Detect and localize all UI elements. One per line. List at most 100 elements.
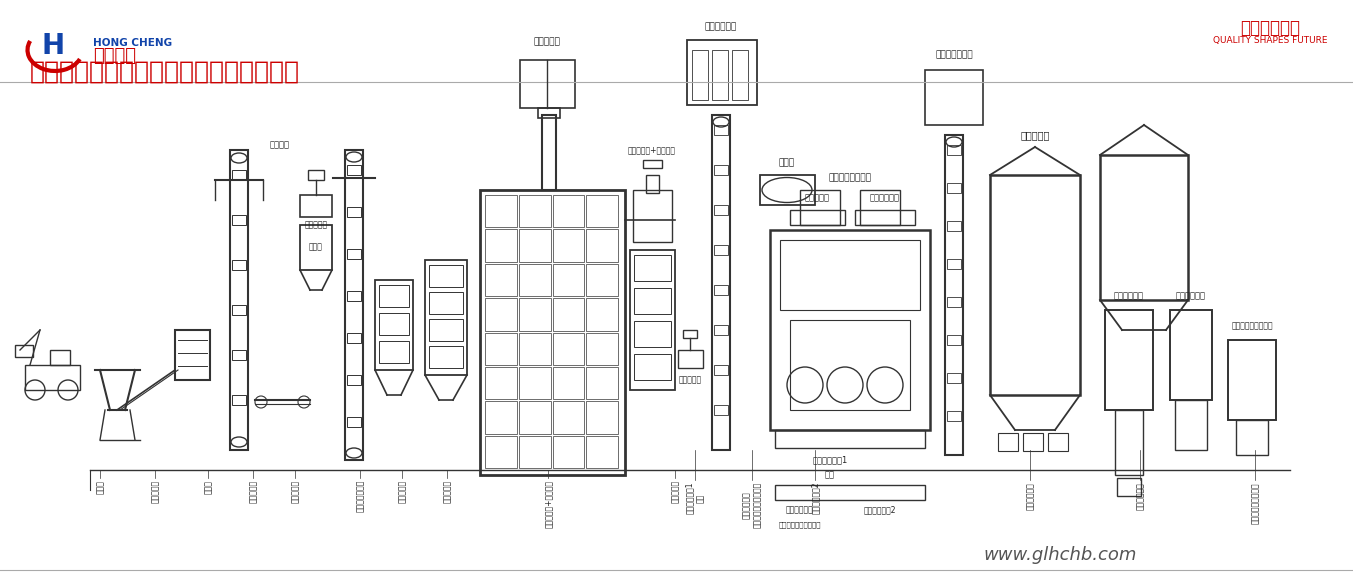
Bar <box>1105 310 1153 410</box>
Bar <box>947 297 961 307</box>
Bar <box>346 333 361 343</box>
Text: 振动给料机: 振动给料机 <box>150 480 160 503</box>
Bar <box>518 402 551 434</box>
Bar <box>1229 340 1276 420</box>
Bar <box>714 245 728 255</box>
Bar <box>633 190 672 242</box>
Bar <box>861 190 900 225</box>
Bar <box>947 145 961 155</box>
Text: 选粉成品螺装2: 选粉成品螺装2 <box>863 505 896 514</box>
Text: 破碎机: 破碎机 <box>203 480 212 494</box>
Text: 桂林鸿程: 桂林鸿程 <box>93 47 137 65</box>
Text: 半成品提升机: 半成品提升机 <box>705 22 737 32</box>
Text: 成品包装螺旋: 成品包装螺旋 <box>1026 482 1035 510</box>
Bar <box>429 292 463 314</box>
Bar <box>775 430 925 448</box>
Bar <box>231 395 246 405</box>
Text: H: H <box>42 32 65 60</box>
Bar <box>691 50 708 100</box>
Bar <box>925 70 984 125</box>
Bar <box>944 135 963 455</box>
Bar <box>770 230 930 430</box>
Bar <box>586 298 618 330</box>
Bar <box>518 436 551 468</box>
Bar <box>346 375 361 385</box>
Bar <box>947 411 961 421</box>
Bar <box>379 313 409 335</box>
Bar <box>947 183 961 193</box>
Bar <box>714 365 728 375</box>
Text: 储料斗: 储料斗 <box>96 480 104 494</box>
Bar <box>518 367 551 399</box>
Bar <box>230 150 248 450</box>
Bar <box>1115 410 1143 475</box>
Bar <box>15 345 32 357</box>
Bar <box>714 405 728 415</box>
Bar <box>346 165 361 175</box>
Bar <box>484 367 517 399</box>
Text: 成品小袋包装: 成品小袋包装 <box>1176 292 1206 301</box>
Bar <box>484 402 517 434</box>
Text: 自动套袋及码垛系统: 自动套袋及码垛系统 <box>1231 322 1273 330</box>
Bar <box>714 125 728 135</box>
Text: 自动套袋及码垛系统: 自动套袋及码垛系统 <box>1250 482 1260 524</box>
Bar <box>429 319 463 341</box>
Text: 鸿程精细选粉系统: 鸿程精细选粉系统 <box>828 174 871 183</box>
Text: 选粉成品螺装1: 选粉成品螺装1 <box>812 456 847 464</box>
Bar <box>790 210 846 225</box>
Bar <box>484 332 517 365</box>
Bar <box>678 350 704 368</box>
Bar <box>552 402 584 434</box>
Bar <box>999 433 1017 451</box>
Text: 圆筒筛: 圆筒筛 <box>779 158 796 167</box>
Bar <box>484 195 517 227</box>
Text: 选粉成品螺装2: 选粉成品螺装2 <box>810 482 820 514</box>
Bar <box>635 354 671 380</box>
Bar <box>231 215 246 225</box>
Bar <box>775 485 925 500</box>
Bar <box>855 210 915 225</box>
Bar <box>231 350 246 360</box>
Bar <box>346 417 361 427</box>
Bar <box>518 195 551 227</box>
Text: 连粉成品提升机: 连粉成品提升机 <box>935 50 973 59</box>
Bar <box>1174 400 1207 450</box>
Bar <box>643 160 662 168</box>
Bar <box>1237 420 1268 455</box>
Bar <box>1023 433 1043 451</box>
Bar <box>346 207 361 217</box>
Text: 半成品螺旋: 半成品螺旋 <box>805 194 829 203</box>
Bar <box>518 264 551 296</box>
Bar <box>586 195 618 227</box>
Bar <box>552 298 584 330</box>
Bar <box>947 259 961 269</box>
Bar <box>947 335 961 345</box>
Bar <box>790 320 911 410</box>
Bar <box>645 175 659 193</box>
Bar <box>518 298 551 330</box>
Bar <box>947 221 961 231</box>
Text: 选粉原料螺旋
料斗支往选料专用磨机: 选粉原料螺旋 料斗支往选料专用磨机 <box>743 482 762 528</box>
Bar <box>732 50 748 100</box>
Text: 一级均化器: 一级均化器 <box>442 480 452 503</box>
Bar <box>520 60 575 108</box>
Bar <box>543 115 556 190</box>
Bar <box>552 264 584 296</box>
Bar <box>538 108 560 118</box>
Bar <box>947 373 961 383</box>
Text: 二级均化器+除尘系统: 二级均化器+除尘系统 <box>628 146 676 154</box>
Text: 选粉成品螺装1
两极: 选粉成品螺装1 两极 <box>686 482 705 514</box>
Text: 预化器: 预化器 <box>308 242 323 251</box>
Text: 选粉成品库: 选粉成品库 <box>1020 130 1050 140</box>
Bar <box>379 285 409 307</box>
Text: 皮带给料机: 皮带给料机 <box>291 480 299 503</box>
Bar <box>425 260 467 375</box>
Bar <box>586 367 618 399</box>
Bar <box>552 230 584 262</box>
Bar <box>429 346 463 368</box>
Bar <box>1170 310 1212 400</box>
Bar <box>586 436 618 468</box>
Text: 消化及料提升机: 消化及料提升机 <box>356 480 364 512</box>
Bar <box>518 230 551 262</box>
Bar <box>346 249 361 259</box>
